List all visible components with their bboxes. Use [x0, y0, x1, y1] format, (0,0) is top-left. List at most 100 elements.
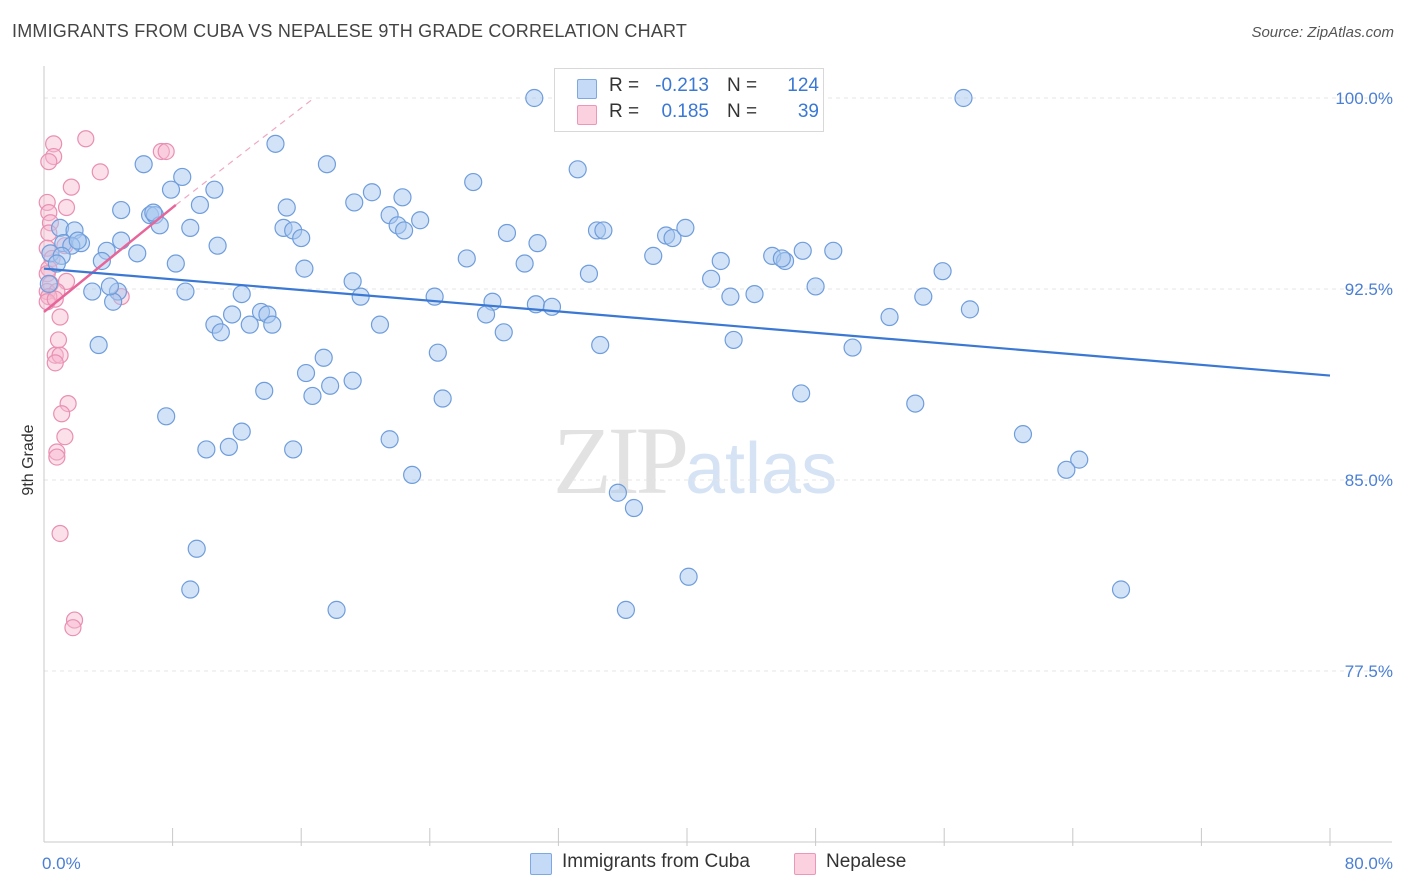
cuba-point — [89, 335, 108, 355]
legend-r-label: R = — [609, 75, 640, 96]
nepalese-point — [45, 135, 63, 153]
nepalese-point — [91, 163, 109, 181]
nepalese-point — [152, 142, 170, 161]
cuba-point — [263, 315, 282, 334]
cuba-point — [394, 221, 414, 240]
cuba-point — [83, 282, 102, 301]
nepalese-point — [48, 443, 66, 461]
cuba-point — [157, 407, 176, 426]
legend-n-value: 39 — [797, 101, 819, 122]
nepalese-trend-line — [43, 203, 177, 313]
cuba-point — [197, 440, 216, 459]
cuba-point — [411, 211, 430, 230]
y-tick-label: 100.0% — [1335, 89, 1393, 108]
cuba-points — [39, 88, 1131, 619]
cuba-point — [954, 88, 973, 108]
cuba-point — [724, 330, 743, 350]
cuba-point — [594, 221, 613, 240]
legend-label-nepalese: Nepalese — [826, 851, 907, 872]
x-tick-label: 80.0% — [1345, 854, 1393, 873]
cuba-point — [525, 88, 544, 108]
tick-labels: 77.5% 85.0% 92.5% 100.0% 0.0% 80.0% 9th Grade — [20, 89, 1393, 873]
cuba-point — [464, 172, 483, 192]
cuba-point — [176, 282, 195, 301]
cuba-point — [321, 376, 340, 395]
nepalese-point — [49, 331, 68, 349]
cuba-point — [711, 251, 730, 271]
cuba-point — [187, 539, 206, 558]
nepalese-trend-extension — [175, 97, 315, 206]
cuba-point — [1070, 450, 1089, 469]
cuba-point — [370, 315, 390, 334]
cuba-point — [255, 381, 274, 400]
legend-n-label: N = — [727, 101, 758, 122]
cuba-point — [644, 246, 663, 265]
cuba-point — [277, 198, 296, 217]
nepalese-point — [62, 178, 80, 196]
cuba-point — [266, 134, 285, 153]
cuba-point — [515, 254, 534, 273]
cuba-point — [457, 249, 476, 268]
cuba-point — [144, 203, 163, 222]
cuba-point — [906, 394, 925, 413]
cuba-point — [1111, 580, 1131, 599]
cuba-point — [679, 567, 698, 586]
cuba-point — [745, 284, 764, 304]
nepalese-point — [45, 147, 63, 166]
cuba-point — [663, 228, 682, 248]
cuba-point — [824, 241, 843, 260]
y-tick-label: 85.0% — [1345, 471, 1393, 490]
y-axis-label: 9th Grade — [20, 424, 37, 495]
cuba-point — [112, 200, 131, 220]
cuba-point — [296, 363, 316, 383]
cuba-point — [232, 422, 251, 441]
cuba-point — [343, 272, 362, 291]
cuba-point — [702, 269, 721, 288]
cuba-point — [1013, 425, 1033, 444]
cuba-point — [161, 180, 181, 199]
cuba-point — [914, 287, 933, 306]
gridlines — [44, 97, 1392, 672]
cuba-point — [362, 183, 382, 202]
cuba-point — [317, 155, 337, 174]
cuba-point — [476, 305, 496, 324]
nepalese-point — [51, 524, 69, 543]
cuba-point — [591, 335, 610, 355]
cuba-point — [222, 305, 242, 324]
nepalese-point — [51, 308, 69, 326]
legend-swatch-nepalese — [794, 853, 816, 875]
cuba-point — [327, 600, 346, 619]
cuba-point — [219, 437, 238, 456]
cuba-point — [92, 251, 111, 271]
cuba-point — [792, 384, 811, 403]
cuba-point — [173, 167, 192, 187]
cuba-point — [403, 465, 422, 485]
cuba-point — [345, 193, 364, 212]
nepalese-point — [46, 290, 64, 308]
cuba-point — [112, 231, 131, 250]
nepalese-point — [40, 153, 58, 171]
cuba-point — [39, 274, 58, 294]
cuba-point — [295, 259, 314, 278]
cuba-point — [208, 236, 227, 255]
legend-r-value: 0.185 — [661, 101, 709, 122]
legend-r-value: -0.213 — [655, 75, 709, 96]
cuba-point — [608, 483, 627, 502]
watermark-atlas: atlas — [685, 429, 838, 509]
cuba-point — [47, 254, 66, 273]
x-tick-label: 0.0% — [42, 854, 81, 873]
cuba-point — [68, 231, 87, 250]
legend-r-label: R = — [609, 101, 640, 122]
cuba-point — [579, 264, 599, 283]
trend-lines — [43, 97, 1331, 377]
y-tick-label: 77.5% — [1345, 662, 1393, 681]
cuba-point — [433, 389, 452, 408]
cuba-point — [806, 277, 825, 296]
cuba-point — [772, 249, 791, 268]
cuba-point — [343, 371, 362, 390]
nepalese-point — [57, 198, 76, 217]
cuba-point — [128, 244, 147, 263]
cuba-point — [616, 600, 636, 619]
cuba-point — [303, 386, 322, 406]
